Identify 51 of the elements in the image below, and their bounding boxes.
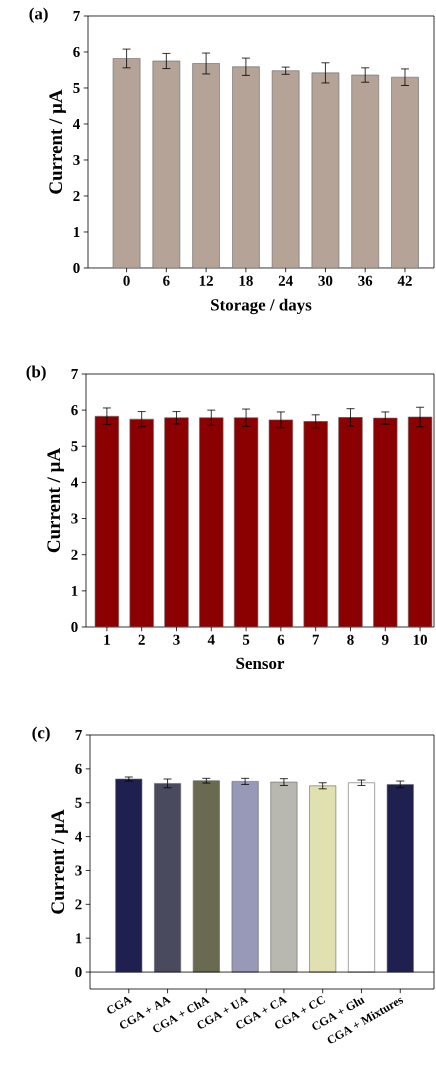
y-tick-label: 6 [75, 763, 82, 774]
chart-title: (a) [29, 7, 48, 23]
x-tick-label: 4 [207, 634, 215, 645]
y-tick-label: 2 [71, 549, 78, 560]
x-tick-label: 7 [312, 634, 320, 645]
chart-title: (b) [26, 365, 46, 381]
y-tick-label: 0 [75, 967, 82, 978]
x-tick-label: 6 [277, 634, 285, 645]
y-tick-label: 7 [71, 369, 78, 379]
x-tick-label: 24 [278, 275, 293, 286]
y-tick-label: 5 [75, 797, 82, 808]
y-tick-label: 4 [72, 119, 80, 129]
x-tick-label: 1 [104, 634, 110, 645]
x-tick-label: 0 [123, 275, 130, 286]
y-tick-label: 7 [75, 730, 82, 740]
y-tick-label: 6 [71, 405, 78, 416]
x-tick-label: 2 [138, 634, 145, 645]
y-tick-label: 1 [73, 227, 80, 237]
y-tick-label: 1 [71, 585, 78, 596]
y-tick-label: 3 [73, 154, 80, 165]
x-tick-label: 18 [239, 275, 253, 286]
chart-title: (c) [32, 726, 50, 742]
x-tick-label: 9 [381, 634, 389, 645]
x-axis-title: Sensor [236, 657, 285, 670]
y-tick-label: 2 [73, 191, 80, 201]
y-tick-label: 5 [71, 441, 78, 452]
y-axis-title: Current / µA [49, 89, 66, 194]
x-tick-label: 36 [358, 275, 373, 286]
y-tick-label: 7 [73, 11, 80, 21]
x-tick-label: 12 [199, 275, 213, 286]
y-tick-label: 0 [73, 262, 80, 274]
y-tick-label: 0 [71, 621, 78, 633]
y-tick-label: 3 [75, 865, 82, 876]
x-tick-label: 6 [163, 275, 170, 286]
y-tick-label: 6 [73, 46, 80, 57]
x-tick-label: 30 [318, 275, 333, 286]
x-tick-label: 5 [242, 634, 250, 645]
x-tick-label: 42 [397, 275, 412, 286]
x-axis-title: Storage / days [211, 298, 312, 315]
x-tick-label: 3 [173, 634, 180, 645]
y-tick-label: 5 [73, 83, 80, 93]
x-tick-label: CGA [107, 996, 133, 1014]
x-tick-label: 8 [347, 634, 354, 645]
y-tick-label: 4 [74, 831, 82, 842]
y-axis-title: Current / µA [51, 809, 68, 914]
y-tick-label: 4 [70, 477, 78, 488]
y-tick-label: 2 [75, 899, 82, 910]
y-axis-title: Current / µA [47, 448, 64, 553]
x-tick-label: 10 [413, 634, 427, 645]
y-tick-label: 1 [75, 933, 82, 944]
y-tick-label: 3 [71, 513, 78, 524]
